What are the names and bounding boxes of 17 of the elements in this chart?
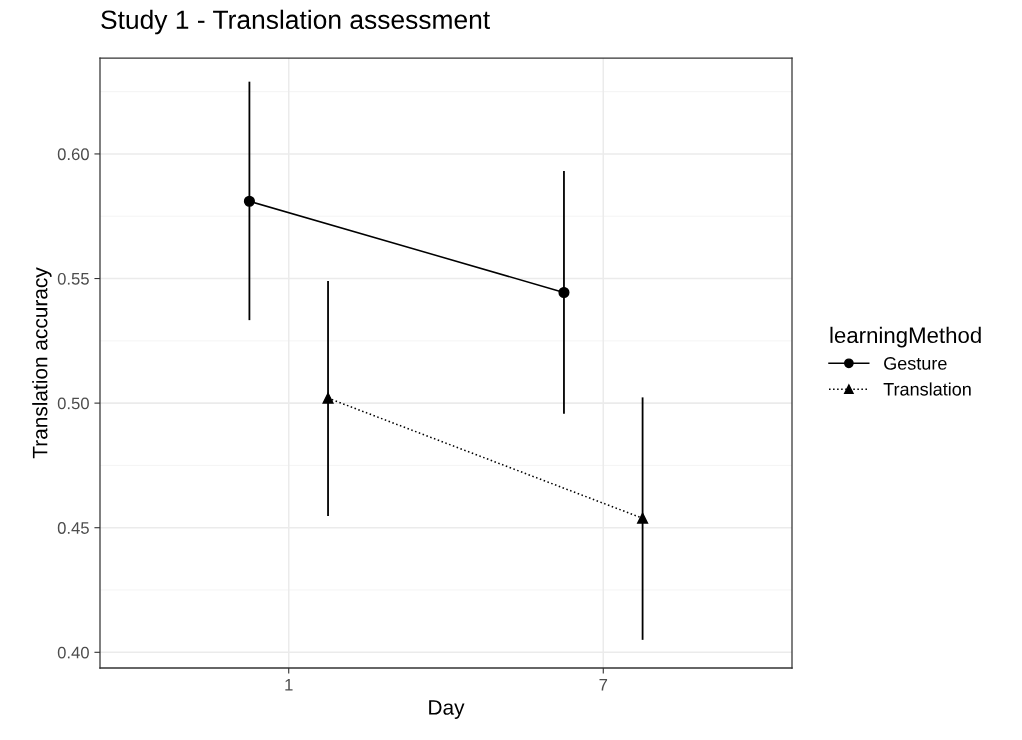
x-tick-label: 7 [599, 679, 608, 691]
legend-title: learningMethod [830, 326, 981, 348]
y-tick-label: 0.50 [57, 397, 89, 410]
chart-title: Study 1 - Translation assessment [101, 9, 490, 35]
y-tick-label: 0.45 [57, 522, 89, 534]
y-axis-title: Translation accuracy [32, 267, 52, 459]
x-axis-title: Day [429, 700, 465, 719]
point [637, 512, 649, 524]
point [558, 286, 570, 299]
y-tick-label: 0.60 [57, 148, 89, 161]
legend-label: Gesture [884, 357, 947, 370]
x-tick-label: 1 [285, 679, 293, 691]
legend-label: Translation [883, 382, 971, 396]
point [322, 392, 334, 404]
y-tick-label: 0.40 [57, 646, 89, 659]
point [243, 195, 255, 207]
y-tick-label: 0.55 [57, 272, 89, 285]
